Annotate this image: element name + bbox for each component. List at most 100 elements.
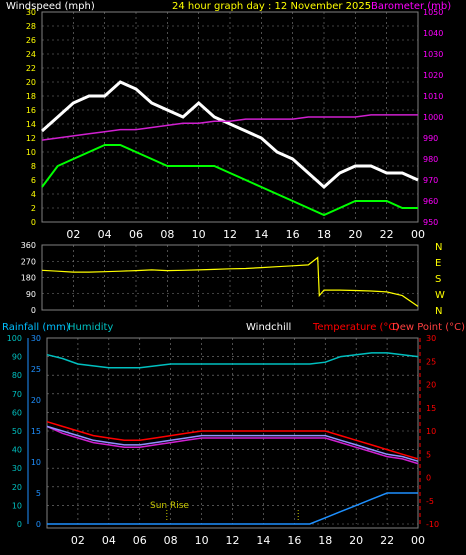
wind-series: [41, 80, 419, 217]
wind-y-tick-label: 20: [26, 78, 36, 87]
humidity-y-tick-label: 20: [12, 483, 22, 492]
wind-y-tick-label: 16: [26, 106, 36, 115]
direction-y-tick-label: 180: [21, 274, 36, 283]
rain-y-tick-label: 25: [31, 365, 41, 374]
direction-series: [41, 256, 419, 307]
compass-label: W: [435, 290, 445, 301]
barometer-line: [41, 114, 418, 141]
x-tick-label: 06: [129, 228, 143, 241]
direction-y-ticks: 0 90 180 270 360: [21, 241, 36, 315]
direction-y-tick-label: 360: [21, 241, 36, 250]
dewpoint-line: [46, 425, 419, 465]
windchill-label: Windchill: [246, 322, 291, 333]
x-tick-label: 18: [318, 534, 332, 547]
temperature-y-tick-label: 5: [426, 450, 431, 459]
x-tick-label: 10: [192, 228, 206, 241]
rain-y-tick-label: 20: [31, 396, 41, 405]
chart-title: 24 hour graph day : 12 November 2025: [172, 1, 371, 12]
x-tick-label: 22: [380, 228, 394, 241]
x-tick-label: 04: [102, 534, 116, 547]
temperature-y-ticks: -10 -5 0 5 10 15 20 25 30: [419, 334, 439, 529]
x-tick-label: 08: [160, 228, 174, 241]
baro-y-tick-label: 1030: [423, 50, 443, 59]
humidity-y-tick-label: 90: [12, 353, 22, 362]
x-tick-label: 10: [195, 534, 209, 547]
direction-panel-grid: [42, 244, 419, 311]
sunrise-label: Sun Rise: [150, 501, 189, 511]
compass-label: E: [435, 258, 441, 269]
temp-series: [46, 352, 419, 525]
wind-y-tick-label: 26: [26, 36, 36, 45]
wind-axis-title: Windspeed (mph): [6, 1, 95, 12]
humidity-y-tick-label: 40: [12, 446, 22, 455]
wind-y-tick-label: 30: [26, 8, 36, 17]
humidity-line: [46, 352, 419, 369]
humidity-y-tick-label: 50: [12, 427, 22, 436]
wind-y-tick-label: 10: [26, 148, 36, 157]
temperature-y-tick-label: -5: [426, 497, 434, 506]
temperature-axis-title: Temperature (°C): [312, 322, 399, 333]
temperature-y-tick-label: 20: [426, 381, 436, 390]
wind-x-ticks: 02 04 06 08 10 12 14 16 18 20 22 00: [66, 228, 425, 241]
wind-y-tick-label: 12: [26, 134, 36, 143]
rain-axis-title: Rainfall (mm): [2, 322, 70, 333]
baro-y-tick-label: 960: [423, 197, 438, 206]
direction-y-tick-label: 270: [21, 257, 36, 266]
wind-y-tick-label: 22: [26, 64, 36, 73]
rain-y-ticks: 0 5 10 15 20 25 30: [27, 334, 41, 529]
compass-label: N: [435, 242, 442, 253]
rain-y-tick-label: 15: [31, 427, 41, 436]
temperature-y-tick-label: 25: [426, 357, 436, 366]
wind-y-tick-label: 2: [31, 204, 36, 213]
temp-x-ticks: 02 04 06 08 10 12 14 16 18 20 22 00: [71, 534, 425, 547]
x-tick-label: 06: [133, 534, 147, 547]
humidity-axis-title: Humidity: [68, 322, 113, 333]
x-tick-label: 14: [256, 534, 270, 547]
humidity-y-tick-label: 100: [7, 334, 22, 343]
temperature-y-tick-label: 30: [426, 334, 436, 343]
rain-y-tick-label: 30: [31, 334, 41, 343]
rain-y-tick-label: 10: [31, 458, 41, 467]
temperature-y-tick-label: -10: [426, 520, 439, 529]
x-tick-label: 16: [286, 228, 300, 241]
x-tick-label: 00: [411, 228, 425, 241]
baro-y-tick-label: 990: [423, 134, 438, 143]
dewpoint-label: Dew Point (°C): [392, 322, 465, 333]
wind-y-tick-label: 28: [26, 22, 36, 31]
humidity-y-tick-label: 30: [12, 464, 22, 473]
compass-label: S: [435, 274, 441, 285]
x-tick-label: 08: [164, 534, 178, 547]
rain-y-tick-label: 0: [36, 520, 41, 529]
temperature-line: [46, 420, 419, 460]
baro-y-tick-label: 1010: [423, 92, 443, 101]
x-tick-label: 14: [254, 228, 268, 241]
wind-y-tick-label: 6: [31, 176, 36, 185]
x-tick-label: 18: [317, 228, 331, 241]
wind-direction-line: [41, 256, 419, 307]
sun-markers: [166, 510, 299, 522]
wind-y-tick-label: 14: [26, 120, 36, 129]
direction-y-tick-label: 90: [26, 290, 36, 299]
humidity-y-tick-label: 10: [12, 501, 22, 510]
baro-y-tick-label: 1020: [423, 71, 443, 80]
temperature-y-tick-label: 0: [426, 474, 431, 483]
baro-y-tick-label: 1040: [423, 29, 443, 38]
rain-y-tick-label: 5: [36, 489, 41, 498]
x-tick-label: 20: [348, 228, 362, 241]
baro-y-tick-label: 1050: [423, 8, 443, 17]
x-tick-label: 00: [411, 534, 425, 547]
windchill-line: [46, 425, 419, 462]
wind-y-tick-label: 0: [31, 218, 36, 227]
average-wind-line: [41, 144, 418, 217]
windspeed-line: [41, 80, 419, 190]
baro-y-tick-label: 950: [423, 218, 438, 227]
temperature-y-tick-label: 15: [426, 404, 436, 413]
x-tick-label: 20: [349, 534, 363, 547]
x-tick-label: 02: [66, 228, 80, 241]
wind-y-tick-label: 4: [31, 190, 36, 199]
temperature-y-tick-label: 10: [426, 427, 436, 436]
wind-y-tick-label: 24: [26, 50, 36, 59]
compass-label: N: [435, 306, 442, 317]
